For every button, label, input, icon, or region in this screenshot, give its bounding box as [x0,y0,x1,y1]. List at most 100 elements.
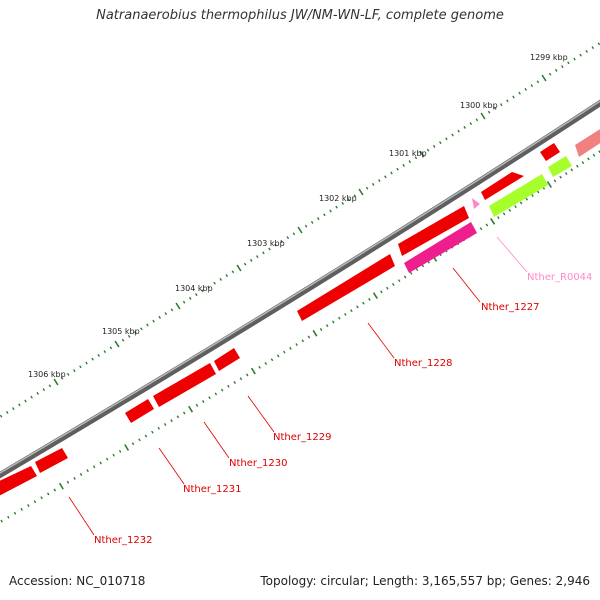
outer-tick [188,296,192,300]
outer-tick [207,285,210,289]
outer-tick [378,179,381,183]
outer-tick [414,156,418,160]
outer-tick [225,274,229,278]
outer-tick [24,399,27,403]
outer-tick [66,372,70,376]
outer-tick [561,65,564,69]
outer-tick [48,384,52,388]
outer-tick [109,346,113,350]
inner-tick [131,442,135,446]
outer-tick [408,160,412,164]
outer-tick [419,150,425,158]
inner-tick [214,392,218,396]
outer-tick [170,308,174,312]
gene-feature-cds-1227[interactable] [404,222,477,273]
kbp-label-1299: 1299 kbp [530,53,568,62]
outer-tick [195,293,198,297]
inner-tick [502,212,506,216]
gene-feature-cds-1231[interactable] [125,399,154,423]
outer-tick [79,365,82,369]
gene-label-nther-1228[interactable]: Nther_1228 [394,358,452,369]
inner-tick [553,179,557,183]
outer-tick [579,53,582,57]
outer-tick [432,144,436,148]
outer-tick [530,84,534,88]
inner-tick [301,339,305,343]
outer-tick [182,300,186,304]
inner-tick [250,367,256,375]
inner-tick [227,384,230,388]
kbp-label-1303: 1303 kbp [247,239,285,248]
outer-tick [341,201,344,205]
inner-tick [195,403,199,407]
inner-tick [508,208,512,212]
gene-label-nther-1232[interactable]: Nther_1232 [94,535,152,546]
gene-label-nther-r0044[interactable]: Nther_R0044 [527,272,592,283]
gene-feature-cds-lime-a[interactable] [548,156,572,177]
outer-tick [0,414,3,418]
inner-tick [92,465,96,469]
outer-tick [140,327,143,331]
outer-tick [475,118,479,122]
inner-tick [289,346,292,350]
gene-feature-cds-1233[interactable] [0,466,37,498]
leader-lines [68,236,528,536]
gene-label-nther-1227[interactable]: Nther_1227 [481,302,539,313]
inner-tick [40,496,43,500]
inner-tick [99,461,102,465]
gene-feature-cds-1230[interactable] [153,363,216,407]
inner-tick [338,316,341,320]
outer-tick [585,49,588,53]
gene-feature-cds-lime-b[interactable] [489,174,548,217]
gene-feature-cds-1228[interactable] [297,254,395,321]
kbp-label-1305: 1305 kbp [102,327,140,336]
outer-tick [323,213,326,217]
outer-tick [60,376,64,380]
outer-tick [243,262,247,266]
gene-feature-cds-1226[interactable] [540,143,560,161]
outer-tick [85,361,88,365]
genome-backbone [0,99,600,479]
gene-feature-cds-1228-upper[interactable] [398,206,469,256]
outer-tick [297,226,303,234]
inner-tick [325,324,329,328]
gene-feature-cds-1232[interactable] [35,448,68,473]
outer-tick [280,239,283,243]
gene-feature-pseudo[interactable] [575,126,600,157]
outer-tick [304,224,308,228]
gene-label-nther-1231[interactable]: Nther_1231 [183,484,241,495]
outer-tick [127,334,131,338]
gene-feature-trna-r0044[interactable] [472,198,480,209]
outer-tick [91,357,94,361]
outer-tick [164,312,168,316]
gene-feature-cds-1227-upper[interactable] [481,172,524,200]
inner-tick [372,292,378,300]
inner-tick [170,419,173,423]
inner-tick [0,519,3,523]
outer-tick [121,338,125,342]
inner-tick [356,305,359,309]
inner-tick [570,168,574,172]
outer-tick [451,133,454,137]
outer-tick [536,80,540,84]
outer-tick [274,243,277,247]
outer-tick [518,91,521,95]
inner-tick [559,175,562,179]
gene-label-nther-1229[interactable]: Nther_1229 [273,432,331,443]
gene-label-nther-1230[interactable]: Nther_1230 [229,458,287,469]
gene-features [0,126,600,498]
inner-tick [144,434,148,438]
inner-tick [479,227,483,231]
inner-tick [319,328,323,331]
inner-tick [490,217,496,225]
outer-tick [390,171,393,175]
outer-tick [268,247,271,251]
inner-tick [105,457,109,461]
inner-tick [276,354,280,358]
gene-feature-cds-1229[interactable] [214,348,240,371]
inner-tick [403,275,407,279]
inner-tick [525,197,529,201]
inner-tick [592,153,596,157]
genome-summary: Topology: circular; Length: 3,165,557 bp… [260,574,590,588]
